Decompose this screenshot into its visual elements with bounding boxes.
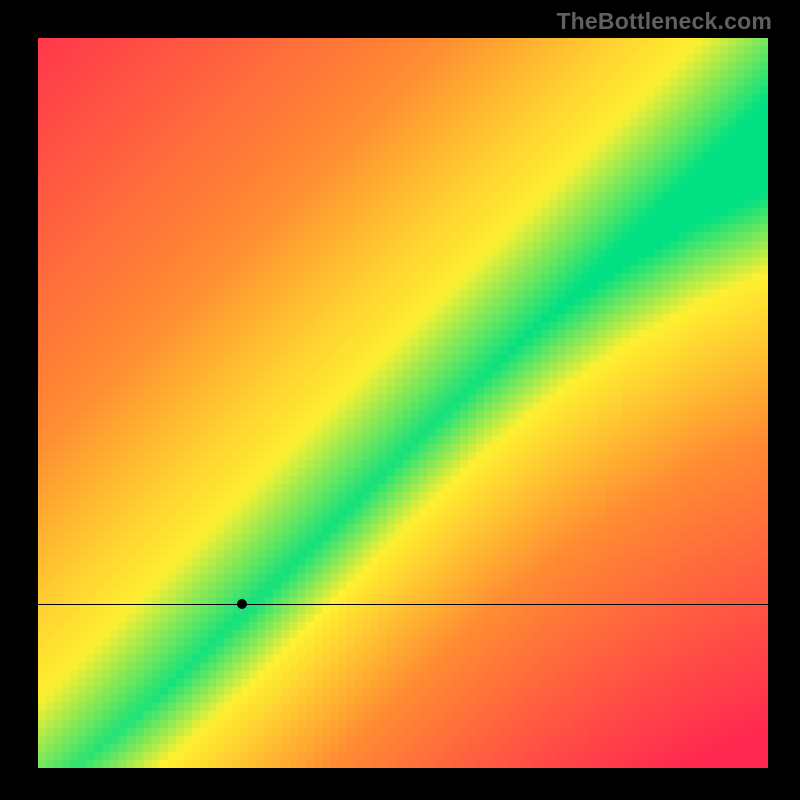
marker-point xyxy=(237,599,247,609)
heatmap-plot xyxy=(38,38,768,768)
watermark-text: TheBottleneck.com xyxy=(556,8,772,35)
crosshair-horizontal xyxy=(38,604,768,605)
heatmap-canvas xyxy=(38,38,768,768)
